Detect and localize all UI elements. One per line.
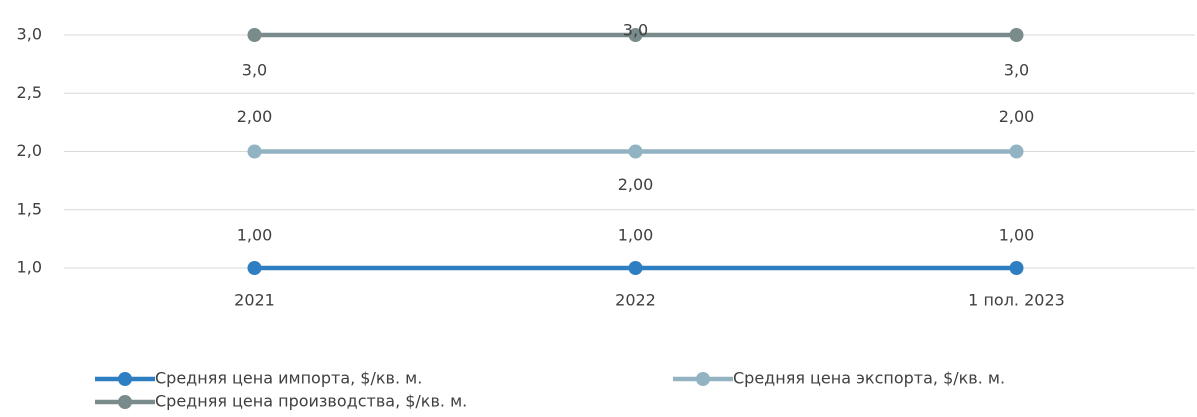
x-tick-label: 2021 — [234, 291, 275, 310]
y-tick-label: 1,5 — [17, 199, 42, 218]
point — [1009, 28, 1024, 42]
legend-marker — [118, 395, 132, 409]
data-label: 3,0 — [623, 21, 648, 40]
data-label: 1,00 — [999, 226, 1035, 245]
point — [247, 28, 262, 42]
legend-marker — [696, 372, 710, 386]
point — [628, 144, 643, 159]
point — [1009, 261, 1024, 275]
point — [628, 261, 643, 275]
data-label: 2,00 — [618, 175, 654, 194]
data-label: 1,00 — [237, 226, 273, 245]
y-tick-label: 2,5 — [17, 83, 42, 102]
x-tick-label: 1 пол. 2023 — [968, 291, 1065, 310]
data-label: 2,00 — [999, 107, 1035, 126]
legend-label: Средняя цена импорта, $/кв. м. — [155, 369, 422, 388]
legend-label: Средняя цена производства, $/кв. м. — [155, 392, 467, 411]
point — [1009, 144, 1024, 159]
data-label: 2,00 — [237, 107, 273, 126]
data-label: 3,0 — [242, 61, 267, 80]
point — [247, 144, 262, 159]
y-tick-label: 2,0 — [17, 141, 42, 160]
y-tick-label: 3,0 — [17, 25, 42, 44]
data-label: 1,00 — [618, 226, 654, 245]
legend-marker — [118, 372, 132, 386]
point — [247, 261, 262, 275]
x-tick-label: 2022 — [615, 291, 656, 310]
point — [628, 28, 643, 42]
legend-label: Средняя цена экспорта, $/кв. м. — [733, 369, 1005, 388]
y-tick-label: 1,0 — [17, 258, 42, 277]
data-label: 3,0 — [1004, 61, 1029, 80]
